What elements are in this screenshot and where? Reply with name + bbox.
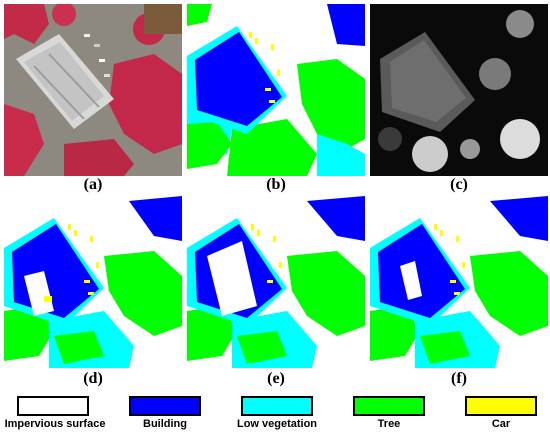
panel-f-prediction [370, 196, 548, 368]
caption-b: (b) [266, 176, 286, 193]
panel-c-elevation-map [370, 4, 548, 176]
legend-label-tree: Tree [377, 418, 401, 430]
ground-truth-label-map [187, 4, 365, 176]
legend-swatch-tree [353, 396, 425, 416]
prediction-map-f [370, 196, 548, 368]
legend-label-impervious-surface: Impervious surface [4, 418, 106, 430]
prediction-map-e [187, 196, 365, 368]
panel-a-aerial-image [4, 4, 182, 176]
legend-label-low-vegetation: Low vegetation [236, 418, 318, 430]
caption-e: (e) [267, 370, 285, 387]
legend: Impervious surface Building Low vegetati… [0, 388, 550, 435]
panel-b-ground-truth [187, 4, 365, 176]
legend-swatch-car [465, 396, 537, 416]
legend-label-building: Building [143, 418, 187, 430]
legend-label-car: Car [491, 418, 511, 430]
caption-d: (d) [83, 370, 103, 387]
legend-swatch-building [129, 396, 201, 416]
legend-swatch-low-vegetation [241, 396, 313, 416]
caption-a: (a) [83, 176, 103, 193]
caption-f: (f) [451, 370, 467, 387]
legend-swatch-impervious-surface [17, 396, 89, 416]
caption-c: (c) [450, 176, 468, 193]
aerial-false-color-image [4, 4, 182, 176]
panel-e-prediction [187, 196, 365, 368]
prediction-map-d [4, 196, 182, 368]
elevation-grayscale-image [370, 4, 548, 176]
panel-d-prediction [4, 196, 182, 368]
